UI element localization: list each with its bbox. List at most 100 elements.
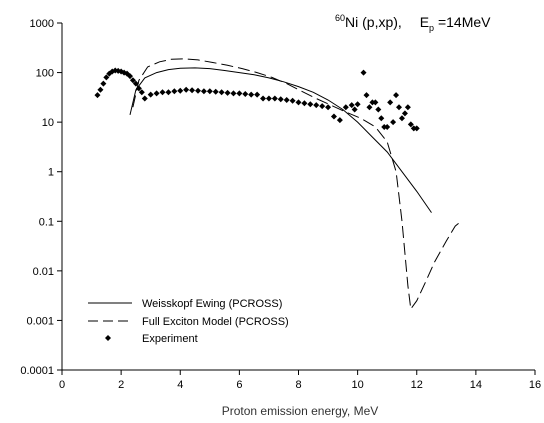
- x-tick-label: 14: [470, 379, 482, 391]
- experiment-data-point: [277, 96, 284, 103]
- experiment-data-point: [381, 123, 388, 130]
- experiment-data-point: [363, 92, 370, 99]
- experiment-data-point: [165, 89, 172, 96]
- y-tick-label: 100: [36, 68, 54, 80]
- experiment-data-point: [212, 88, 219, 95]
- experiment-data-point: [301, 100, 308, 107]
- full-exciton-line: [132, 58, 462, 311]
- x-tick-label: 0: [59, 379, 65, 391]
- experiment-data-point: [407, 121, 414, 128]
- experiment-data-point: [387, 99, 394, 106]
- x-tick-label: 16: [529, 379, 541, 391]
- experiment-data-point: [171, 88, 178, 95]
- experiment-data-point: [307, 101, 314, 108]
- experiment-data-point: [342, 104, 349, 111]
- experiment-data-point: [319, 103, 326, 110]
- title-reaction: Ni (p,xp),: [345, 14, 402, 30]
- experiment-data-point: [401, 110, 408, 117]
- x-ticks: 0 2 4 6 8 10 12 14 16: [59, 370, 541, 391]
- x-tick-label: 4: [177, 379, 183, 391]
- y-tick-label: 0.01: [33, 266, 54, 278]
- experiment-data-point: [351, 106, 358, 113]
- x-axis-label: Proton emission energy, MeV: [222, 404, 379, 418]
- x-tick-label: 10: [352, 379, 364, 391]
- x-tick-label: 12: [411, 379, 423, 391]
- y-tick-label: 1000: [30, 18, 54, 30]
- legend: Weisskopf Ewing (PCROSS) Full Exciton Mo…: [88, 298, 289, 345]
- experiment-data-point: [375, 106, 382, 113]
- experiment-data-point: [390, 119, 397, 126]
- experiment-data-point: [313, 102, 320, 109]
- experiment-data-point: [126, 73, 133, 80]
- plot-area: 0.0001 0.001 0.01 0.1 1 10 100 1000 0 2 4 6 8 10 12 14…: [20, 18, 541, 391]
- experiment-data-point: [141, 95, 148, 102]
- experiment-data-point: [124, 70, 131, 77]
- experiment-data-point: [366, 104, 373, 111]
- x-tick-label: 6: [236, 379, 242, 391]
- experiment-data-point: [183, 86, 190, 93]
- experiment-data-point: [271, 95, 278, 102]
- experiment-data-point: [336, 117, 343, 124]
- experiment-data-point: [378, 115, 385, 122]
- title-isotope-superscript: 60: [335, 13, 345, 23]
- experiment-data-point: [135, 85, 142, 92]
- experiment-data-point: [283, 96, 290, 103]
- experiment-data-point: [194, 87, 201, 94]
- experiment-data-point: [206, 88, 213, 95]
- experiment-data-point: [230, 90, 237, 97]
- chart-title: 60Ni (p,xp), Ep =14MeV: [335, 13, 491, 33]
- experiment-data-point: [103, 74, 110, 81]
- experiment-data-point: [132, 80, 139, 87]
- experiment-data-point: [410, 125, 417, 132]
- y-tick-label: 0.001: [26, 315, 54, 327]
- experiment-data-point: [289, 97, 296, 104]
- y-tick-label: 10: [42, 117, 54, 129]
- experiment-data-point: [254, 91, 261, 98]
- experiment-data-point: [236, 90, 243, 97]
- legend-label-weisskopf: Weisskopf Ewing (PCROSS): [142, 298, 282, 310]
- legend-label-exciton: Full Exciton Model (PCROSS): [142, 316, 289, 328]
- experiment-data-point: [325, 104, 332, 111]
- experiment-data-point: [393, 92, 400, 99]
- legend-marker-experiment: [105, 335, 111, 341]
- experiment-data-point: [265, 95, 272, 102]
- experiment-data-point: [398, 115, 405, 122]
- experiment-data-point: [147, 91, 154, 98]
- experiment-data-point: [200, 88, 207, 95]
- legend-label-experiment: Experiment: [142, 333, 198, 345]
- experiment-data-point: [396, 104, 403, 111]
- weisskopf-ewing-line: [129, 67, 432, 213]
- experiment-data-point: [360, 69, 367, 76]
- x-tick-label: 2: [118, 379, 124, 391]
- title-energy-value: =14MeV: [434, 14, 491, 30]
- experiment-data-point: [94, 92, 101, 99]
- title-energy-symbol: E: [420, 14, 429, 30]
- y-ticks: 0.0001 0.001 0.01 0.1 1 10 100 1000: [20, 18, 62, 377]
- experiment-data-point: [189, 87, 196, 94]
- experiment-data-point: [354, 101, 361, 108]
- y-tick-label: 0.1: [39, 216, 54, 228]
- experiment-data-point: [138, 89, 145, 96]
- experiment-data-point: [330, 113, 337, 120]
- experiment-data-point: [348, 102, 355, 109]
- experiment-data-point: [97, 86, 104, 93]
- y-tick-label: 0.0001: [20, 365, 54, 377]
- experiment-data-point: [153, 90, 160, 97]
- x-tick-label: 8: [295, 379, 301, 391]
- experiment-data-point: [100, 80, 107, 87]
- y-tick-label: 1: [48, 167, 54, 179]
- experiment-data-point: [224, 89, 231, 96]
- experiment-data-point: [159, 89, 166, 96]
- experiment-data-point: [177, 87, 184, 94]
- experiment-data-point: [369, 99, 376, 106]
- experiment-data-point: [129, 77, 136, 84]
- experiment-data-point: [242, 90, 249, 97]
- series-layer: [94, 58, 462, 311]
- experiment-data-point: [404, 104, 411, 111]
- experiment-data-point: [218, 89, 225, 96]
- experiment-data-point: [295, 99, 302, 106]
- experiment-data-point: [248, 91, 255, 98]
- experiment-data-point: [260, 95, 267, 102]
- title-energy-subscript: p: [429, 23, 434, 33]
